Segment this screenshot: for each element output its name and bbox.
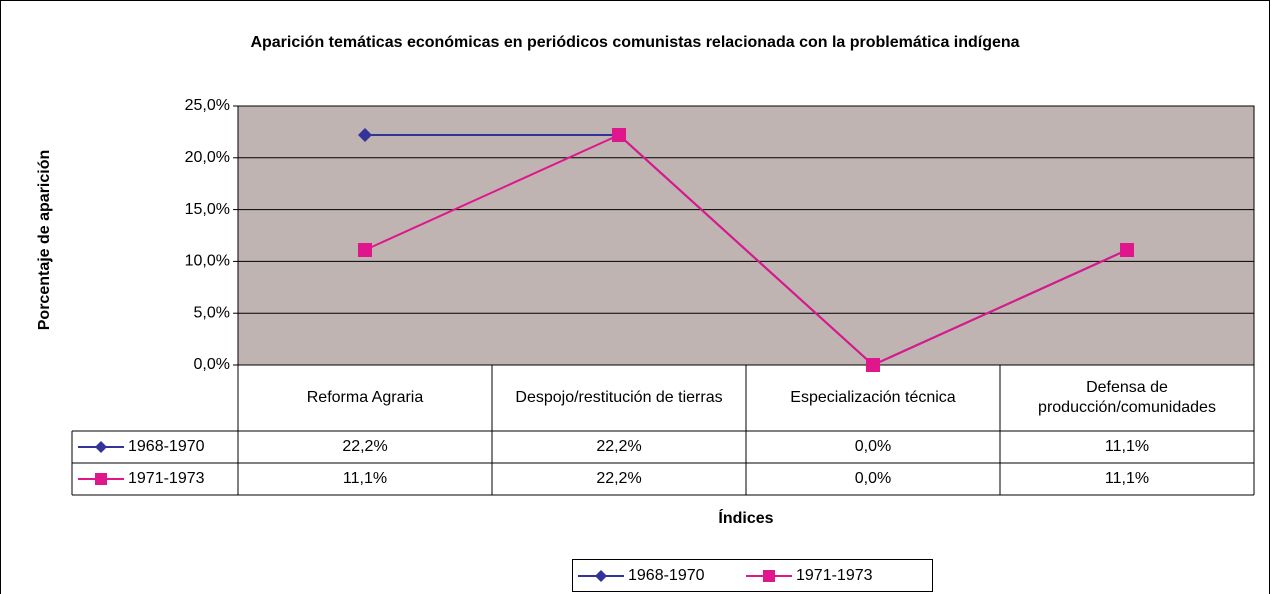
table-cell: Reforma Agraria: [306, 389, 424, 406]
marker: [612, 128, 626, 143]
marker: [358, 243, 372, 258]
legend-marker: [95, 473, 107, 485]
y-tick-label: 15,0%: [185, 201, 230, 218]
table-value: 22,2%: [342, 438, 387, 455]
cell-text: Despojo/restitución de tierras: [515, 389, 723, 406]
y-tick-label: 25,0%: [185, 97, 230, 114]
legend-marker: [95, 441, 107, 453]
y-tick-label: 10,0%: [185, 253, 230, 270]
y-tick-label: 0,0%: [194, 356, 230, 373]
marker: [358, 128, 372, 143]
chart-title: Aparición temáticas económicas en periód…: [250, 34, 1019, 51]
legend-marker: [763, 570, 775, 582]
table-value: 22,2%: [596, 470, 641, 487]
x-axis-title: Índices: [718, 508, 773, 527]
legend-marker: [595, 570, 607, 582]
cell-text: Reforma Agraria: [306, 389, 424, 406]
series-line: [364, 133, 1128, 367]
table-value: 11,1%: [343, 470, 387, 487]
table-cell: Defensa de producción/comunidades: [1038, 379, 1216, 416]
table-value: 22,2%: [596, 438, 641, 455]
marker: [866, 358, 880, 372]
table-cell: Especialización técnica: [790, 389, 956, 406]
table-value: 0,0%: [855, 438, 891, 455]
y-tick-label: 20,0%: [185, 149, 230, 166]
cell-text: Especialización técnica: [790, 389, 956, 406]
table-value: 0,0%: [855, 470, 891, 487]
legend-label: 1968-1970: [628, 567, 705, 584]
cell-text: Defensa de producción/comunidades: [1038, 379, 1216, 416]
legend-label: 1968-1970: [128, 438, 205, 455]
y-axis-title: Porcentaje de aparición: [36, 150, 53, 331]
marker: [1120, 243, 1134, 258]
y-tick-label: 5,0%: [194, 304, 230, 321]
table-cell: Despojo/restitución de tierras: [515, 389, 723, 406]
table-value: 11,1%: [1105, 470, 1149, 487]
legend-label: 1971-1973: [796, 567, 873, 584]
table-value: 11,1%: [1105, 438, 1149, 455]
legend-label: 1971-1973: [128, 470, 205, 487]
plot-area: [237, 105, 1255, 366]
